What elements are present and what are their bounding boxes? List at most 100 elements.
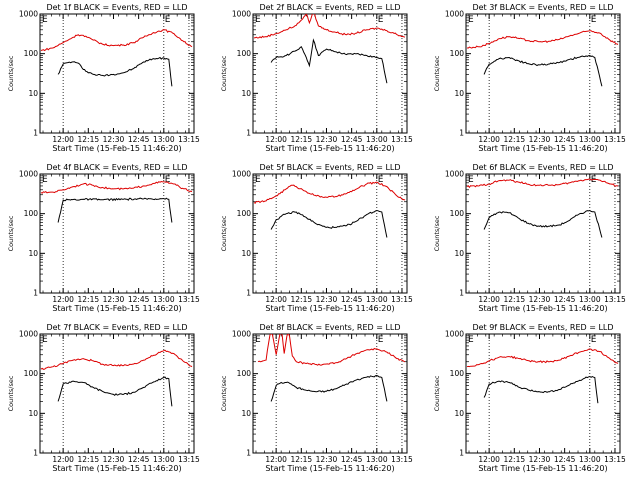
y-tick-label: 1000 [19,10,38,19]
x-tick-label: 13:00 [153,135,175,144]
x-tick-label: 13:15 [178,295,200,304]
x-axis-label: Start Time (15-Feb-15 11:46:20) [52,464,181,473]
y-tick-label: 1000 [232,10,251,19]
event-marker: E [591,335,597,345]
x-tick-label: 12:30 [103,135,125,144]
plot-det-8f: Det 8f BLACK = Events, RED = LLD 1 10 100 10… [220,323,413,473]
x-tick-label: 12:30 [529,455,551,464]
x-tick-label: 12:00 [265,135,287,144]
x-tick-label: 13:15 [391,455,413,464]
event-marker: E [468,175,474,185]
plot-det-6f: Det 6f BLACK = Events, RED = LLD 1 10 100 10… [433,163,626,313]
series-lld-line [253,181,406,204]
event-marker: E [165,15,171,25]
y-tick-label: 1 [459,129,464,138]
x-tick-label: 12:45 [341,295,363,304]
y-tick-label: 10 [454,249,464,258]
plot-det-3f: Det 3f BLACK = Events, RED = LLD 1 10 100 10… [433,3,626,153]
y-tick-label: 100 [450,369,465,378]
series-lld-line [257,334,406,366]
y-tick-label: 100 [24,369,39,378]
plot-title: Det 7f BLACK = Events, RED = LLD [46,323,187,332]
series-lld-line [466,178,619,189]
y-tick-label: 1000 [232,170,251,179]
series-lld-line [40,180,193,194]
x-tick-label: 13:15 [178,135,200,144]
plot-frame [39,13,195,134]
event-marker: E [378,175,384,185]
y-axis-label: Counts/sec [220,215,228,251]
y-tick-label: 1 [33,449,38,458]
x-tick-label: 13:15 [604,455,626,464]
x-tick-label: 12:30 [316,295,338,304]
event-marker: E [165,335,171,345]
x-tick-label: 12:45 [554,295,576,304]
series-events-line [483,375,599,404]
y-tick-label: 1 [33,129,38,138]
event-marker: E [468,335,474,345]
x-tick-label: 12:30 [316,135,338,144]
x-tick-label: 12:45 [341,455,363,464]
series-events-line [270,38,388,84]
event-marker: E [591,15,597,25]
plot-frame [465,173,621,294]
y-tick-label: 10 [454,409,464,418]
x-tick-label: 12:45 [554,455,576,464]
y-axis-label: Counts/sec [433,55,441,91]
x-tick-label: 12:15 [291,455,313,464]
x-tick-label: 13:00 [366,295,388,304]
event-marker: E [378,335,384,345]
y-tick-label: 1 [246,289,251,298]
x-tick-label: 12:30 [529,295,551,304]
x-tick-label: 12:15 [504,295,526,304]
x-tick-label: 13:15 [391,135,413,144]
x-axis-label: Start Time (15-Feb-15 11:46:20) [265,464,394,473]
y-axis-label: Counts/sec [220,55,228,91]
x-axis-label: Start Time (15-Feb-15 11:46:20) [478,304,607,313]
series-events-line [57,376,173,407]
plot-det-5f: Det 5f BLACK = Events, RED = LLD 1 10 100 10… [220,163,413,313]
y-tick-label: 1 [246,449,251,458]
event-marker: E [42,15,48,25]
series-events-line [57,197,173,223]
x-tick-label: 12:45 [128,295,150,304]
x-tick-label: 12:00 [52,135,74,144]
x-tick-label: 13:15 [391,295,413,304]
y-tick-label: 10 [241,249,251,258]
event-marker: E [165,175,171,185]
x-tick-label: 12:45 [128,455,150,464]
y-tick-label: 100 [24,49,39,58]
plot-frame [252,13,408,134]
x-axis-label: Start Time (15-Feb-15 11:46:20) [265,144,394,153]
y-tick-label: 10 [28,409,38,418]
event-marker: E [468,15,474,25]
plot-frame [465,13,621,134]
event-marker: E [255,335,261,345]
y-tick-label: 10 [28,249,38,258]
y-tick-label: 1000 [232,330,251,339]
x-tick-label: 13:00 [579,455,601,464]
plot-title: Det 5f BLACK = Events, RED = LLD [259,163,400,172]
y-tick-label: 10 [241,409,251,418]
x-tick-label: 12:15 [78,295,100,304]
series-lld-line [253,14,406,39]
x-tick-label: 12:15 [504,135,526,144]
series-events-line [270,374,388,402]
x-tick-label: 12:15 [291,295,313,304]
x-tick-label: 12:00 [265,295,287,304]
plot-frame [465,333,621,454]
x-tick-label: 12:15 [291,135,313,144]
x-tick-label: 12:00 [478,295,500,304]
plot-det-4f: Det 4f BLACK = Events, RED = LLD 1 10 100 10… [7,163,200,313]
event-marker: E [42,335,48,345]
x-tick-label: 12:45 [128,135,150,144]
y-tick-label: 1000 [19,170,38,179]
y-tick-label: 1000 [445,330,464,339]
x-axis-label: Start Time (15-Feb-15 11:46:20) [52,144,181,153]
plot-title: Det 1f BLACK = Events, RED = LLD [46,3,187,12]
x-tick-label: 12:30 [316,455,338,464]
x-tick-label: 12:30 [103,455,125,464]
plot-det-7f: Det 7f BLACK = Events, RED = LLD 1 10 100 10… [7,323,200,473]
x-tick-label: 13:15 [178,455,200,464]
